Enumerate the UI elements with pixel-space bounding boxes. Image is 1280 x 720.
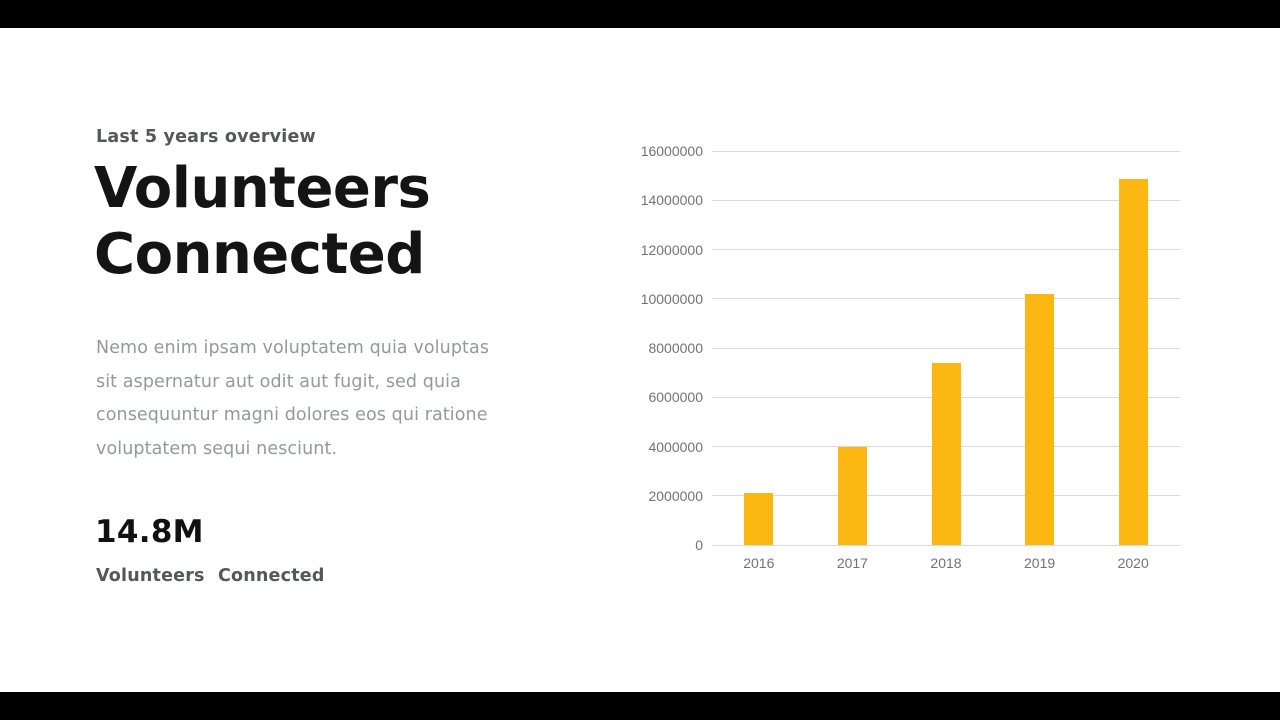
- x-axis-tick-label: 2016: [743, 555, 775, 571]
- x-axis-tick-label: 2020: [1117, 555, 1149, 571]
- y-axis-tick-label: 12000000: [640, 241, 703, 258]
- bar-2017: [837, 446, 867, 545]
- bar-2018: [931, 362, 961, 545]
- gridline: [712, 298, 1180, 300]
- title-line-2: Connected: [94, 222, 425, 287]
- y-axis-tick-label: 8000000: [648, 340, 703, 356]
- y-axis-tick-label: 14000000: [640, 192, 703, 209]
- y-axis-tick-label: 10000000: [640, 290, 703, 307]
- y-axis-tick-label: 0: [695, 537, 703, 553]
- gridline: [712, 249, 1180, 250]
- gridline: [712, 347, 1180, 349]
- y-axis-tick-label: 16000000: [640, 143, 703, 159]
- chart-plot: 0 2000000 4000000 6000000 8000000 10000000 120…: [641, 143, 1180, 571]
- x-axis-tick-label: 2019: [1024, 555, 1056, 571]
- bar-2019: [1025, 293, 1055, 545]
- body-line: Nemo enim ipsam voluptatem quia voluptas: [96, 338, 490, 358]
- x-axis-tick-label: 2017: [836, 555, 868, 571]
- title-line-1: Volunteers: [94, 156, 431, 221]
- gridline: [712, 150, 1180, 152]
- y-axis-tick-label: 4000000: [648, 438, 703, 455]
- bottom-letterbox-bar: [0, 692, 1280, 720]
- x-axis-tick-label: 2018: [930, 555, 962, 571]
- stat-value: 14.8M: [95, 514, 204, 550]
- body-line: sit aspernatur aut odit aut fugit, sed q…: [96, 371, 461, 392]
- body-line: consequuntur magni dolores eos qui ratio…: [96, 405, 488, 425]
- gridline: [712, 199, 1180, 201]
- body-line: voluptatem sequi nesciunt.: [96, 438, 338, 459]
- stat-label: Volunteers Connected: [96, 566, 325, 586]
- body-paragraph: Nemo enim ipsam voluptatem quia voluptas…: [96, 332, 516, 466]
- y-axis-tick-label: 2000000: [648, 487, 703, 504]
- page-title: Volunteers Connected: [94, 156, 431, 288]
- kicker-text: Last 5 years overview: [96, 127, 316, 147]
- y-axis-tick-label: 6000000: [648, 389, 703, 406]
- bar-2020: [1118, 179, 1148, 545]
- top-letterbox-bar: [0, 0, 1280, 28]
- gridline: [712, 544, 1180, 546]
- bar-2016: [744, 493, 774, 545]
